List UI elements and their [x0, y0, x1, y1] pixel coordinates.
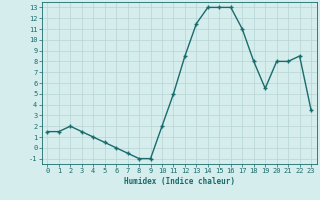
- X-axis label: Humidex (Indice chaleur): Humidex (Indice chaleur): [124, 177, 235, 186]
